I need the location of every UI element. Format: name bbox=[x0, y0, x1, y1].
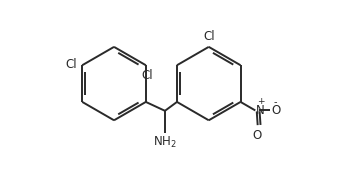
Text: -: - bbox=[274, 97, 277, 107]
Text: O: O bbox=[271, 104, 281, 117]
Text: +: + bbox=[257, 97, 264, 106]
Text: Cl: Cl bbox=[65, 57, 77, 71]
Text: O: O bbox=[253, 129, 262, 142]
Text: NH$_2$: NH$_2$ bbox=[153, 135, 177, 150]
Text: N: N bbox=[256, 104, 265, 117]
Text: Cl: Cl bbox=[141, 69, 153, 83]
Text: Cl: Cl bbox=[203, 30, 215, 43]
